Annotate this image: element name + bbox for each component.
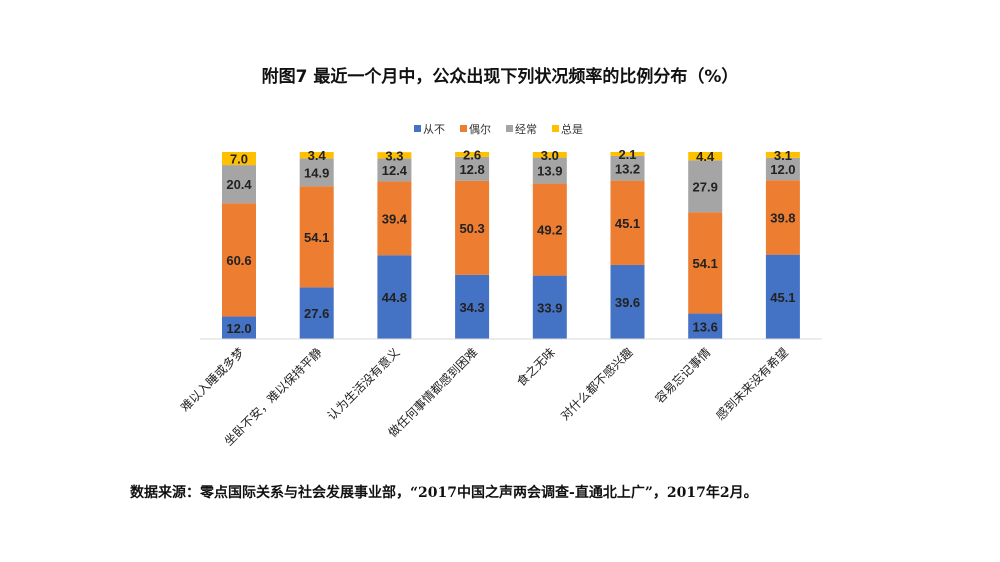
bar-segment-4-0 [532, 275, 567, 339]
legend-swatch-2 [506, 125, 513, 132]
data-label-6-1: 54.1 [693, 256, 718, 271]
legend-label-3: 总是 [561, 122, 583, 136]
bar-segment-5-2 [610, 155, 645, 181]
data-label-4-0: 33.9 [537, 300, 562, 315]
data-label-4-3: 3.0 [541, 148, 559, 163]
category-label-6: 容易忘记事情 [652, 345, 714, 407]
category-label-0: 难以入睡或多梦 [178, 345, 247, 414]
data-label-3-2: 12.8 [459, 162, 484, 177]
bar-segment-4-2 [532, 157, 567, 184]
legend-swatch-3 [552, 125, 559, 132]
data-label-0-3: 7.0 [230, 152, 248, 167]
chart-title: 附图7 最近一个月中，公众出现下列状况频率的比例分布（%） [261, 67, 739, 87]
data-label-7-0: 45.1 [770, 290, 795, 305]
bar-segment-5-3 [610, 152, 645, 156]
data-label-2-1: 39.4 [382, 211, 408, 226]
data-label-3-3: 2.6 [463, 147, 481, 162]
bar-segment-6-2 [688, 160, 723, 213]
data-label-0-0: 12.0 [226, 321, 251, 336]
legend-label-2: 经常 [515, 123, 537, 136]
bar-segment-0-1 [222, 203, 256, 317]
data-label-5-2: 13.2 [615, 161, 640, 176]
bar-segment-3-0 [455, 274, 490, 339]
bar-segment-4-3 [532, 152, 567, 158]
data-label-1-1: 54.1 [304, 230, 329, 245]
data-label-0-2: 20.4 [226, 177, 252, 192]
bar-segment-2-1 [377, 181, 412, 256]
data-label-1-2: 14.9 [304, 165, 329, 180]
bar-segment-1-3 [299, 152, 334, 159]
data-label-5-1: 45.1 [615, 216, 640, 231]
bar-segment-1-0 [299, 287, 334, 339]
data-label-1-3: 3.4 [308, 148, 327, 163]
category-label-4: 食之无味 [513, 345, 558, 390]
data-label-7-1: 39.8 [770, 210, 795, 225]
category-label-7: 感到未来没有希望 [713, 345, 791, 423]
bar-segment-6-3 [688, 152, 723, 161]
data-label-6-2: 27.9 [693, 179, 718, 194]
bar-segment-4-1 [532, 183, 567, 276]
bar-segment-1-1 [299, 186, 334, 288]
legend-swatch-0 [414, 125, 421, 132]
bar-segment-5-1 [610, 180, 645, 265]
data-label-2-3: 3.3 [385, 148, 403, 163]
bar-segment-2-0 [377, 255, 412, 339]
category-label-3: 做任何事情都感到困难 [385, 345, 480, 440]
bar-segment-6-1 [688, 212, 723, 314]
bar-segment-0-2 [222, 165, 256, 204]
bar-segment-6-0 [688, 313, 723, 339]
bar-segment-3-3 [455, 152, 490, 157]
bar-segment-0-3 [222, 152, 256, 166]
bar-segment-7-3 [765, 152, 800, 158]
legend-swatch-1 [460, 125, 467, 132]
legend-label-1: 偶尔 [469, 123, 491, 136]
data-label-3-1: 50.3 [459, 221, 484, 236]
bar-segment-5-0 [610, 264, 645, 339]
bar-segment-3-2 [455, 156, 490, 181]
bar-segment-0-0 [222, 316, 256, 339]
data-label-0-1: 60.6 [226, 253, 251, 268]
data-label-5-0: 39.6 [615, 295, 640, 310]
data-label-1-0: 27.6 [304, 306, 329, 321]
bar-segment-7-2 [765, 157, 800, 181]
data-label-4-2: 13.9 [537, 164, 562, 179]
data-label-5-3: 2.1 [618, 147, 636, 162]
data-label-6-3: 4.4 [696, 149, 715, 164]
data-label-7-2: 12.0 [770, 162, 795, 177]
data-source-note: 数据来源：零点国际关系与社会发展事业部，“2017中国之声两会调查-直通北上广”… [130, 485, 758, 501]
bar-segment-1-2 [299, 158, 334, 187]
data-label-3-0: 34.3 [459, 300, 484, 315]
category-label-2: 认为生活没有意义 [324, 345, 402, 423]
data-label-2-2: 12.4 [382, 163, 408, 178]
data-label-4-1: 49.2 [537, 223, 562, 238]
bar-segment-2-2 [377, 158, 412, 182]
bar-segment-2-3 [377, 152, 412, 159]
bar-segment-7-0 [765, 254, 800, 339]
bar-segment-7-1 [765, 180, 800, 255]
legend-label-0: 从不 [423, 123, 445, 136]
category-label-5: 对什么都不感兴趣 [557, 345, 635, 423]
data-label-7-3: 3.1 [774, 148, 792, 163]
bar-segment-3-1 [455, 180, 490, 275]
data-label-2-0: 44.8 [382, 290, 407, 305]
data-label-6-0: 13.6 [693, 319, 718, 334]
